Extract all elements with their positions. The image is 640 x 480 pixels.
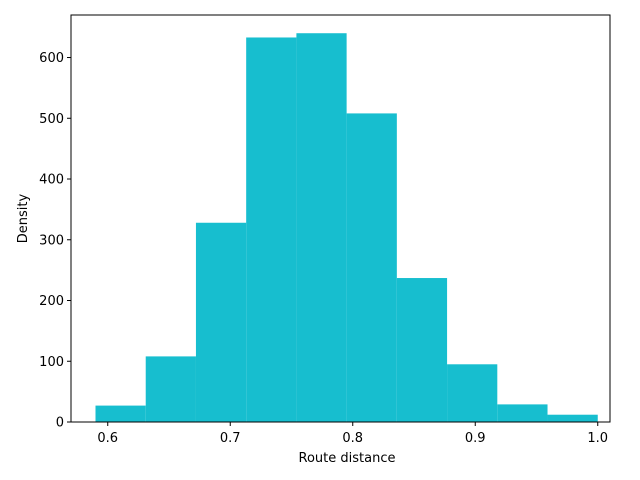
plot-frame [70, 14, 611, 423]
histogram-bar-5 [296, 33, 347, 423]
bars-group [95, 33, 598, 423]
x-tick-label-2: 0.7 [220, 431, 241, 446]
x-tick-label-3: 0.8 [342, 431, 363, 446]
x-tick-label-5: 1.0 [587, 431, 608, 446]
histogram-bar-2 [145, 356, 196, 422]
x-tick-label-1: 0.6 [97, 431, 118, 446]
y-tick-label-7: 600 [39, 51, 64, 66]
y-tick-label-6: 500 [39, 112, 64, 127]
y-tick-label-2: 100 [39, 355, 64, 370]
y-tick-label-4: 300 [39, 233, 64, 248]
histogram-bar-9 [497, 404, 548, 422]
y-tick-label-1: 0 [56, 416, 64, 431]
x-tick-label-4: 0.9 [465, 431, 486, 446]
histogram-bar-10 [547, 414, 598, 422]
y-axis-ticks: 0 100 200 300 400 500 600 [39, 51, 71, 431]
x-axis-label: Route distance [299, 451, 396, 466]
histogram-bar-1 [95, 405, 146, 422]
y-tick-label-5: 400 [39, 173, 64, 188]
histogram-bar-6 [346, 113, 397, 422]
y-axis-label: Density [16, 193, 31, 243]
histogram-bar-7 [396, 278, 448, 422]
y-tick-label-3: 200 [39, 294, 64, 309]
x-axis-ticks: 0.6 0.7 0.8 0.9 1.0 [97, 422, 608, 446]
histogram-bar-3 [195, 222, 247, 422]
histogram-bar-8 [447, 364, 498, 422]
histogram-bar-4 [246, 37, 297, 422]
